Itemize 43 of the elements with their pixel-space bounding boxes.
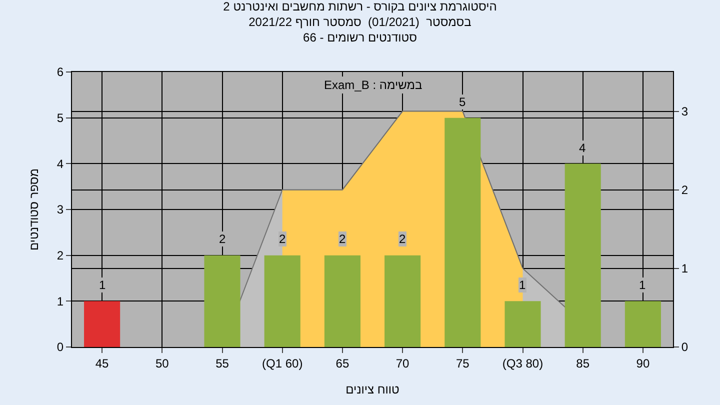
bar [204, 255, 240, 347]
data-label: 2 [219, 232, 226, 246]
x-tick-label: 65 [336, 356, 350, 370]
y-tick-label: 2 [56, 248, 64, 263]
y2-tick-label: 2 [681, 183, 688, 198]
x-tick-label: 70 [396, 356, 410, 370]
y2-tick-label: 1 [681, 262, 688, 276]
y-tick-label: 5 [56, 111, 64, 126]
x-tick-label: 75 [456, 356, 470, 370]
x-tick-label: (Q1 60) [262, 356, 303, 370]
chart-title: היסטוגרמת ציונים בקורס - רשתות מחשבים ואינטרנט 2 בסמסטר (01/2021) סמסטר חורף 2021/22 סטודנטים רשומים - 66 [223, 0, 497, 45]
bar [624, 301, 661, 347]
x-tick-label: 50 [155, 356, 170, 370]
data-label: 2 [279, 232, 286, 246]
y-tick-label: 3 [56, 202, 64, 217]
y2-tick-label: 0 [681, 340, 688, 354]
data-label: 4 [579, 141, 586, 155]
data-label: 2 [399, 232, 406, 246]
data-label: 1 [639, 278, 646, 292]
data-label: 2 [339, 232, 346, 246]
y-axis-title: מספר סטודנטים [27, 168, 42, 251]
bar [264, 255, 300, 347]
bar [444, 118, 481, 347]
data-label: 1 [519, 278, 526, 292]
annotation: במשימה : Exam_B [324, 78, 422, 92]
x-tick-label: 45 [95, 356, 110, 370]
x-tick-label: 85 [576, 356, 590, 370]
bar [324, 255, 360, 347]
bar [564, 164, 601, 347]
y-tick-label: 1 [56, 294, 64, 308]
y-tick-label: 6 [56, 65, 64, 80]
x-tick-label: (Q3 80) [502, 356, 544, 370]
data-label: 5 [459, 95, 466, 109]
y-tick-label: 0 [56, 340, 64, 354]
x-tick-label: 55 [216, 356, 230, 370]
bar [84, 301, 120, 347]
bar [384, 255, 421, 347]
y2-tick-label: 3 [681, 104, 688, 118]
x-axis-title: טווח ציונים [346, 382, 400, 396]
data-label: 1 [99, 278, 106, 292]
x-tick-label: 90 [636, 356, 650, 370]
y-tick-label: 4 [56, 156, 64, 171]
bar [504, 301, 541, 347]
